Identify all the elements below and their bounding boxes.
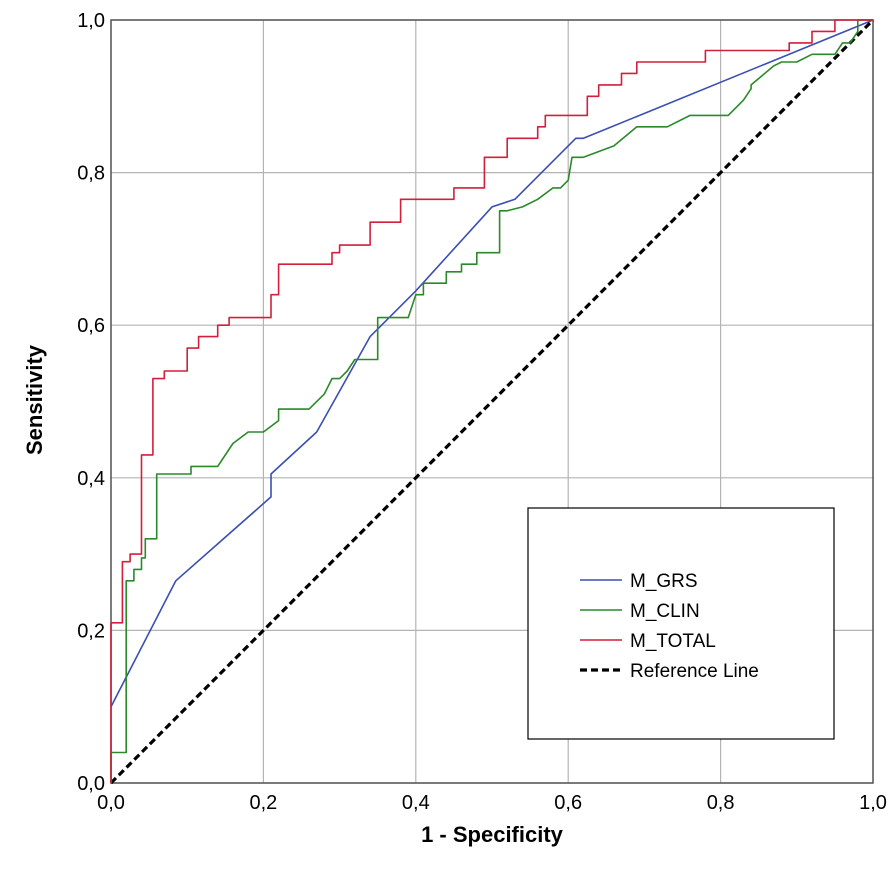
x-tick-label: 0,6 [554,792,582,814]
legend-label-reference-line: Reference Line [630,661,759,682]
series-line-m-grs [110,19,874,708]
x-tick-label: 0,0 [97,792,125,814]
x-tick-labels: 0,0 0,2 0,4 0,6 0,8 1,0 [97,792,887,814]
plot-frame [110,19,874,784]
legend-label-m-clin: M_CLIN [630,601,700,622]
y-tick-label: 0,2 [77,620,105,642]
legend-box [527,507,835,740]
y-tick-label: 0,6 [77,315,105,337]
series-line-m-total [110,19,873,783]
y-tick-label: 0,4 [77,468,105,490]
y-tick-label: 0,8 [77,163,105,185]
series-line-m-clin [110,19,873,783]
y-tick-labels: 0,0 0,2 0,4 0,6 0,8 1,0 [77,10,105,795]
legend-label-m-total: M_TOTAL [630,631,716,652]
x-tick-label: 0,4 [402,792,430,814]
series-line-reference-line [109,18,875,785]
legend: M_GRS M_CLIN M_TOTAL Reference Line [527,507,835,740]
x-tick-label: 0,8 [707,792,735,814]
y-axis-label: Sensitivity [22,344,47,455]
series-layer [109,18,875,785]
legend-label-m-grs: M_GRS [630,571,698,592]
legend-items: M_GRS M_CLIN M_TOTAL Reference Line [580,571,759,682]
y-tick-label: 0,0 [77,773,105,795]
x-axis-label: 1 - Specificity [421,822,564,847]
x-tick-label: 0,2 [249,792,277,814]
x-tick-label: 1,0 [859,792,887,814]
y-tick-label: 1,0 [77,10,105,32]
